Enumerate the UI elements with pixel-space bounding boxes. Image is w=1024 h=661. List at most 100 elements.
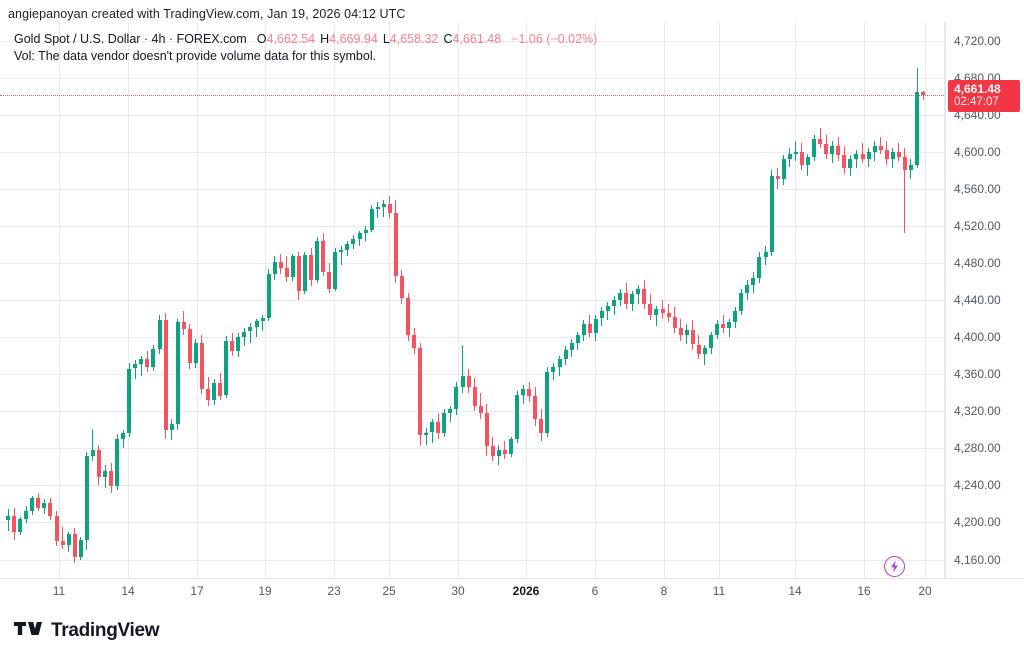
gridline-vertical <box>334 22 335 578</box>
candle-down <box>624 292 629 304</box>
candle-down <box>648 303 653 315</box>
candle-wick <box>262 314 263 332</box>
candle-up <box>66 534 71 545</box>
candle-up <box>890 151 895 160</box>
candle-up <box>139 359 144 364</box>
price-tick-label: 4,480.00 <box>954 255 1001 270</box>
price-tick-label: 4,360.00 <box>954 367 1001 382</box>
candle-up <box>272 262 277 274</box>
price-tick-label: 4,400.00 <box>954 330 1001 345</box>
candle-down <box>406 298 410 336</box>
price-tick-label: 4,440.00 <box>954 293 1001 307</box>
time-scale[interactable]: 11 14 17 19 23 25 30 2026 6 8 11 14 16 20 <box>0 578 1024 605</box>
price-tick-label: 4,560.00 <box>954 181 1001 196</box>
candle-up <box>78 540 83 557</box>
chart-plot-area[interactable] <box>0 22 944 578</box>
gridline-horizontal <box>0 225 944 227</box>
candle-up <box>496 450 501 456</box>
current-price-line <box>0 94 944 97</box>
candle-wick <box>449 405 451 423</box>
candle-down <box>278 262 283 268</box>
price-tick-label: 4,600.00 <box>954 144 1001 159</box>
time-tick-label: 14 <box>121 584 135 598</box>
candle-down <box>436 422 441 434</box>
candle-down <box>296 255 301 291</box>
candle-up <box>157 319 162 350</box>
lightning-bolt-icon[interactable] <box>884 556 905 577</box>
candle-up <box>830 146 835 154</box>
candle-up <box>460 376 465 388</box>
candle-wick <box>795 140 797 161</box>
candle-down <box>60 540 65 545</box>
candle-wick <box>662 300 663 319</box>
candle-up <box>805 157 810 165</box>
candle-up <box>448 409 453 413</box>
candle-up <box>854 153 859 160</box>
candle-up <box>575 335 580 343</box>
candle-up <box>248 326 253 332</box>
candle-down <box>393 212 398 276</box>
candle-up <box>242 331 247 338</box>
time-tick-label: 20 <box>918 584 932 598</box>
candle-down <box>321 240 326 273</box>
candle-up <box>103 470 107 477</box>
candle-down <box>399 275 404 299</box>
candle-down <box>284 267 289 277</box>
time-tick-label: 6 <box>591 584 599 598</box>
candle-down <box>696 344 701 354</box>
candle-up <box>702 348 707 354</box>
candle-down <box>721 324 726 328</box>
candle-up <box>872 146 877 152</box>
time-tick-label: 17 <box>190 584 204 598</box>
gridline-horizontal <box>0 337 944 339</box>
gridline-vertical <box>265 22 266 578</box>
candle-up <box>266 274 271 318</box>
price-scale-separator <box>945 22 946 578</box>
price-scale[interactable]: 4,720.00 4,680.00 4,640.00 4,600.00 4,560.00… <box>944 22 1024 578</box>
candle-up <box>6 515 10 520</box>
candle-down <box>145 359 150 367</box>
attribution-text: angiepanoyan created with TradingView.co… <box>8 7 406 21</box>
candle-down <box>199 342 204 389</box>
candle-wick <box>722 314 724 334</box>
candle-up <box>84 455 89 540</box>
gridline-horizontal <box>0 40 944 42</box>
candle-down <box>327 272 332 289</box>
candle-wick <box>880 136 882 154</box>
candle-up <box>90 450 95 456</box>
candle-up <box>612 300 616 306</box>
candlestick-series <box>0 22 944 578</box>
candle-wick <box>256 318 257 337</box>
candle-down <box>884 149 889 160</box>
candle-up <box>375 207 380 210</box>
time-tick-label: 11 <box>712 584 726 598</box>
candle-up <box>787 153 792 160</box>
candle-up <box>42 502 47 509</box>
candle-down <box>96 450 101 477</box>
candle-wick <box>134 360 136 379</box>
candle-up <box>781 159 786 180</box>
candle-up <box>363 229 368 234</box>
candle-down <box>163 319 168 430</box>
candle-up <box>684 329 689 336</box>
candle-up <box>654 309 659 315</box>
candle-down <box>36 498 41 509</box>
candle-up <box>430 422 435 433</box>
candle-up <box>424 432 429 436</box>
candle-down <box>860 153 865 160</box>
candle-up <box>605 305 610 312</box>
time-tick-label: 25 <box>382 584 396 598</box>
price-tick-label: 4,280.00 <box>954 441 1001 456</box>
candle-wick <box>62 527 63 550</box>
candle-up <box>224 340 229 396</box>
time-tick-label: 2026 <box>512 584 540 598</box>
candle-up <box>315 240 320 280</box>
gridline-vertical <box>595 22 596 578</box>
candle-up <box>636 288 641 295</box>
candle-wick <box>462 344 463 393</box>
candle-up <box>757 257 762 278</box>
candle-down <box>478 405 483 413</box>
candle-up <box>515 394 519 439</box>
gridline-horizontal <box>0 411 944 413</box>
candle-down <box>896 151 901 158</box>
